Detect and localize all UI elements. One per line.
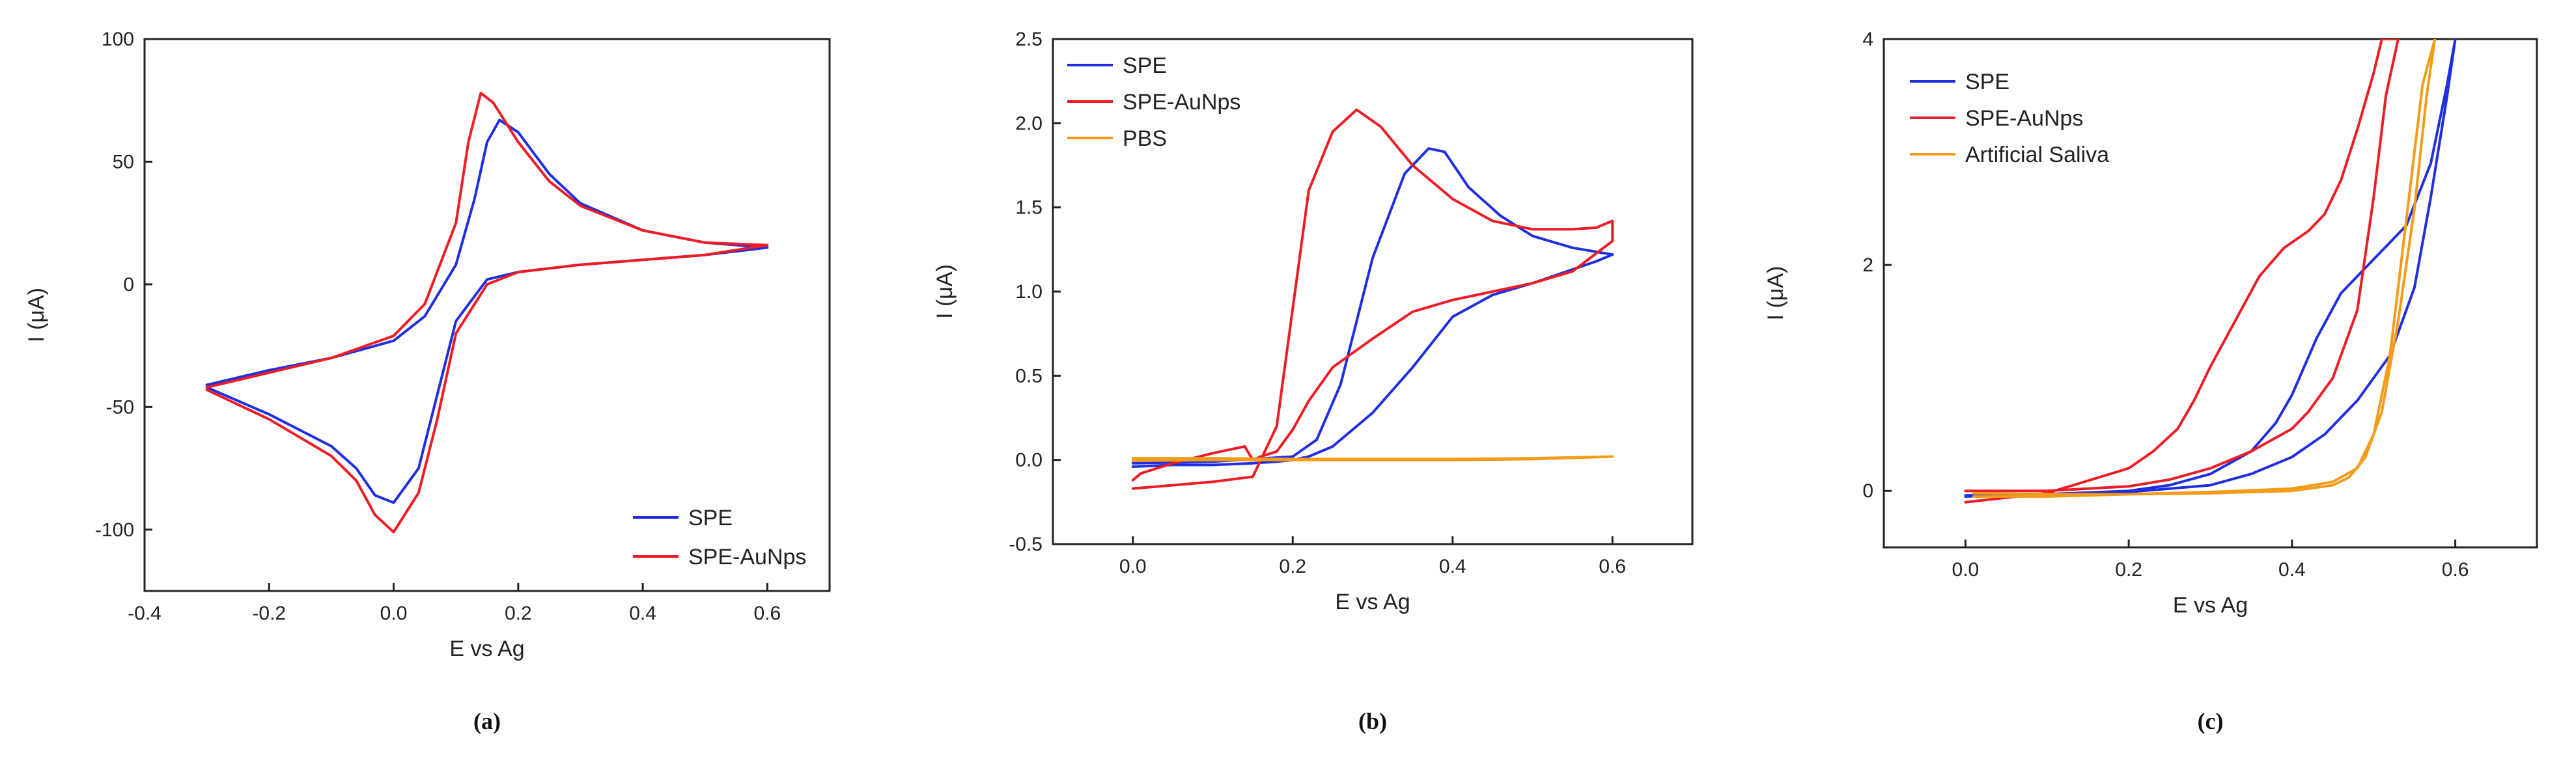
- x-tick-label: 0.6: [754, 603, 781, 624]
- series-line-spe-aunps: [205, 91, 769, 534]
- y-tick-label: 0: [123, 274, 134, 295]
- legend-label: SPE: [688, 506, 733, 530]
- y-axis-title: I (μA): [24, 288, 49, 342]
- legend-label: SPE: [1123, 53, 1167, 78]
- x-axis-title: E vs Ag: [1335, 590, 1410, 614]
- y-tick-label: 0.5: [1015, 365, 1043, 387]
- x-axis-title: E vs Ag: [449, 637, 524, 661]
- y-tick-label: 1.5: [1015, 197, 1043, 219]
- panel-a: -0.4 -0.2 0.0 0.2 0.4 0.6 -100 -50 0 50 100 E vs Ag…: [24, 29, 831, 734]
- x-axis-title: E vs Ag: [2173, 593, 2248, 618]
- series-line-artificial-saliva: [1972, 39, 2437, 498]
- panel-c: 0.0 0.2 0.4 0.6 0 2 4 E vs Ag I (μA) SPE SPE-AuNps…: [1763, 29, 2538, 734]
- series-line-spe: [205, 118, 769, 504]
- legend-label: Artificial Saliva: [1965, 143, 2109, 167]
- y-axis-title: I (μA): [1763, 266, 1788, 321]
- plot-frame: [1052, 38, 1694, 545]
- legend-label: SPE-AuNps: [688, 545, 806, 569]
- y-tick-label: 2.0: [1015, 113, 1043, 134]
- y-tick-label: 2.5: [1015, 29, 1043, 50]
- y-tick-label: -50: [106, 396, 134, 418]
- y-tick-label: -0.5: [1009, 534, 1043, 555]
- x-tick-label: 0.2: [505, 603, 532, 624]
- y-tick-label: 1.0: [1015, 281, 1043, 303]
- x-tick-label: 0.4: [1439, 556, 1466, 577]
- y-tick-label: 0: [1862, 480, 1873, 502]
- panel-label: (c): [2198, 708, 2224, 734]
- x-tick-label: -0.4: [128, 603, 161, 624]
- x-tick-label: 0.6: [1599, 556, 1626, 577]
- x-tick-label: 0.0: [380, 603, 408, 624]
- series-line-spe: [1964, 39, 2457, 498]
- legend-label: SPE: [1965, 70, 2009, 94]
- y-tick-label: 2: [1862, 254, 1873, 276]
- x-tick-label: 0.4: [629, 603, 656, 624]
- legend-label: SPE-AuNps: [1965, 106, 2083, 131]
- plot-frame: [1883, 38, 2538, 549]
- legend: SPE SPE-AuNps Artificial Saliva: [1910, 70, 2109, 167]
- series-line-spe-aunps: [1131, 108, 1614, 490]
- x-tick-label: 0.4: [2278, 559, 2306, 581]
- plot-frame: [143, 38, 831, 592]
- x-tick-label: 0.2: [1279, 556, 1306, 577]
- legend-label: SPE-AuNps: [1123, 90, 1240, 115]
- series-line-spe: [1131, 147, 1614, 468]
- series-line-spe-aunps: [1964, 39, 2400, 504]
- legend: SPE SPE-AuNps PBS: [1067, 53, 1240, 151]
- legend-label: PBS: [1123, 126, 1167, 151]
- x-tick-label: 0.0: [1119, 556, 1147, 577]
- y-axis-title: I (μA): [932, 264, 957, 319]
- x-tick-label: -0.2: [252, 603, 286, 624]
- y-tick-label: 50: [113, 151, 134, 172]
- x-tick-label: 0.2: [2115, 559, 2142, 581]
- panel-b: 0.0 0.2 0.4 0.6 -0.5 0.0 0.5 1.0 1.5 2.0 2.5 E vs A…: [932, 29, 1694, 734]
- legend: SPE SPE-AuNps: [633, 506, 806, 569]
- x-tick-label: 0.6: [2442, 559, 2469, 581]
- series-line-pbs: [1131, 455, 1614, 462]
- y-tick-label: -100: [95, 519, 134, 541]
- y-tick-label: 4: [1862, 29, 1873, 50]
- y-tick-label: 0.0: [1015, 450, 1043, 471]
- x-tick-label: 0.0: [1952, 559, 1980, 581]
- y-tick-label: 100: [102, 29, 134, 50]
- panel-label: (b): [1358, 708, 1387, 734]
- panel-label: (a): [473, 708, 501, 734]
